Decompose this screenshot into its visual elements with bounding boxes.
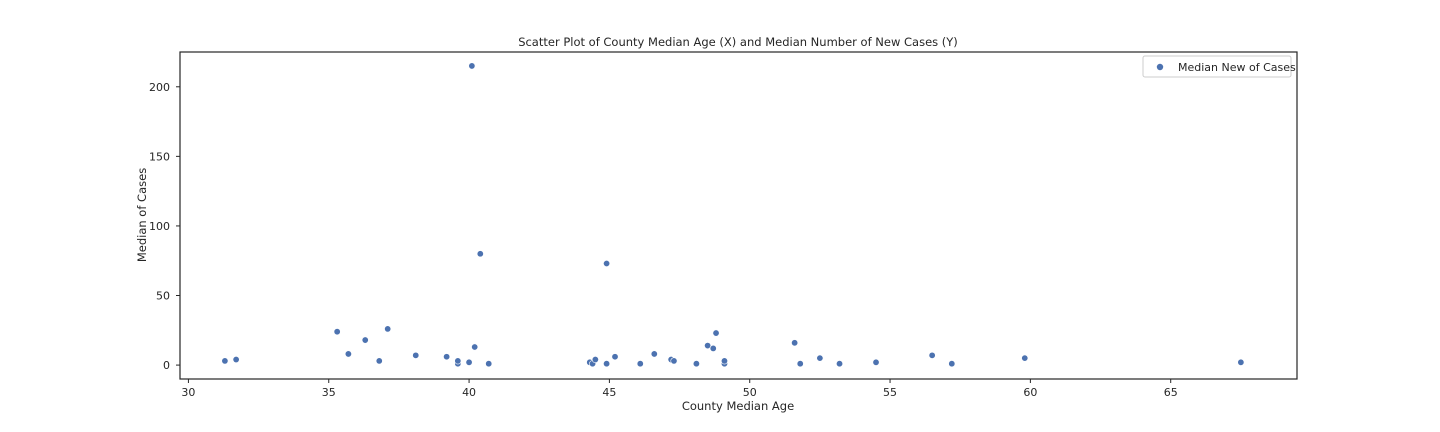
data-point xyxy=(636,360,644,368)
data-point xyxy=(361,336,369,344)
data-point xyxy=(454,357,462,365)
plot-area xyxy=(179,51,1298,380)
data-point xyxy=(1237,358,1245,366)
data-point xyxy=(344,350,352,358)
data-point xyxy=(791,339,799,347)
data-point xyxy=(796,360,804,368)
y-tick-label: 50 xyxy=(156,290,170,303)
data-point xyxy=(692,360,700,368)
y-tick-label: 0 xyxy=(163,359,170,372)
y-tick-label: 100 xyxy=(149,220,170,233)
data-point xyxy=(443,353,451,361)
data-point xyxy=(670,357,678,365)
data-point xyxy=(650,350,658,358)
data-point xyxy=(720,357,728,365)
y-axis-label: Median of Cases xyxy=(135,168,149,262)
data-point xyxy=(591,356,599,364)
x-axis-label: County Median Age xyxy=(682,399,794,413)
data-point xyxy=(221,357,229,365)
data-point xyxy=(603,360,611,368)
chart-title: Scatter Plot of County Median Age (X) an… xyxy=(518,35,958,49)
x-tick-label: 50 xyxy=(743,386,757,399)
data-point xyxy=(333,328,341,336)
x-tick-label: 55 xyxy=(883,386,897,399)
data-point xyxy=(412,351,420,359)
data-point xyxy=(836,360,844,368)
data-point xyxy=(712,329,720,337)
data-point xyxy=(948,360,956,368)
data-point xyxy=(465,358,473,366)
data-point xyxy=(1021,354,1029,362)
data-point xyxy=(709,344,717,352)
x-axis: 30 35 40 45 50 55 60 65 xyxy=(181,379,1178,399)
x-tick-label: 40 xyxy=(462,386,476,399)
x-tick-label: 65 xyxy=(1164,386,1178,399)
data-point xyxy=(603,260,611,268)
x-tick-label: 35 xyxy=(322,386,336,399)
y-axis: 0 50 100 150 200 xyxy=(149,81,180,372)
data-point xyxy=(232,356,240,364)
data-point xyxy=(816,354,824,362)
data-point xyxy=(476,250,484,258)
x-tick-label: 45 xyxy=(602,386,616,399)
y-tick-label: 200 xyxy=(149,81,170,94)
legend-label: Median New of Cases xyxy=(1178,61,1296,74)
data-points xyxy=(221,62,1245,368)
legend-marker xyxy=(1156,63,1164,71)
data-point xyxy=(611,353,619,361)
y-tick-label: 150 xyxy=(149,150,170,163)
data-point xyxy=(384,325,392,333)
data-point xyxy=(375,357,383,365)
data-point xyxy=(468,62,476,70)
data-point xyxy=(928,351,936,359)
legend-box xyxy=(1142,55,1292,78)
legend: Median New of Cases xyxy=(1142,55,1296,78)
data-point xyxy=(485,360,493,368)
x-tick-label: 30 xyxy=(181,386,195,399)
data-point xyxy=(872,358,880,366)
x-tick-label: 60 xyxy=(1023,386,1037,399)
data-point xyxy=(704,342,712,350)
data-point xyxy=(471,343,479,351)
